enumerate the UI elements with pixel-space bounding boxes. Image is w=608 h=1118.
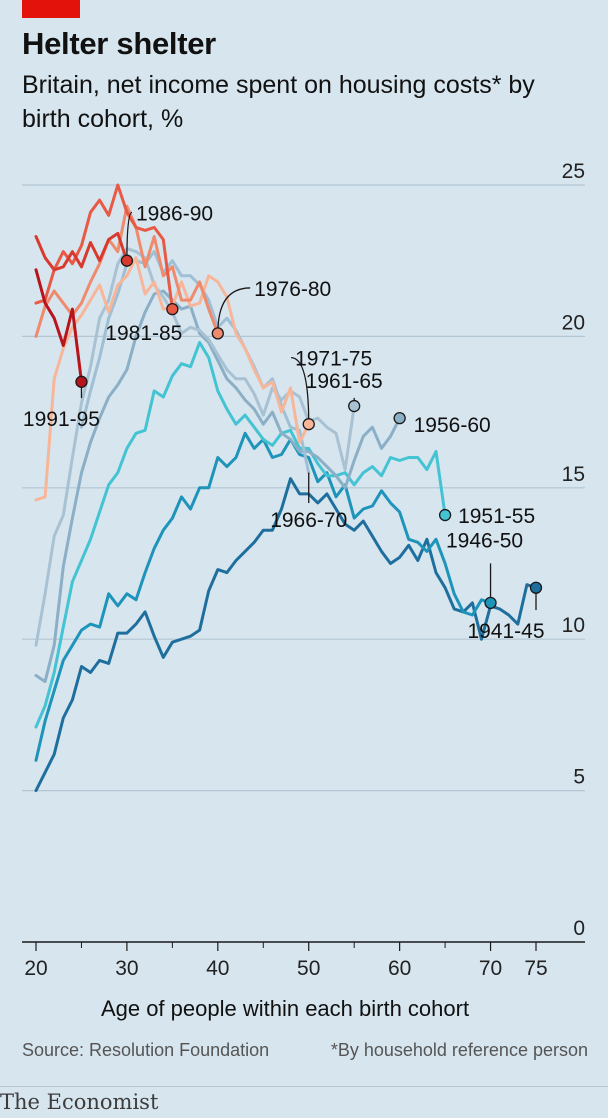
series-label-1956-60: 1956-60	[414, 414, 491, 437]
series-label-1986-90: 1986-90	[136, 202, 213, 225]
brand-logo: The Economist	[0, 1090, 159, 1114]
series-line-1951-55	[34, 341, 447, 729]
series-line-1966-70	[80, 250, 311, 475]
x-tick-label: 30	[115, 957, 138, 980]
y-tick-label: 15	[562, 463, 585, 486]
end-marker-1986-90	[120, 254, 134, 267]
leader-line-1971-75	[290, 356, 310, 425]
series-label-1951-55: 1951-55	[458, 505, 535, 528]
end-marker-1956-60	[393, 412, 406, 425]
chart-subtitle: Britain, net income spent on housing cos…	[22, 71, 535, 133]
series-label-1976-80: 1976-80	[254, 278, 331, 301]
series-line-1991-95	[34, 268, 83, 384]
series-line-1986-90	[34, 231, 129, 272]
series-line-1956-60	[34, 289, 402, 684]
end-marker-1971-75	[302, 418, 315, 431]
y-tick-label: 25	[562, 160, 585, 183]
series-line-1946-50	[34, 431, 492, 762]
leader-line-1986-90	[126, 211, 133, 261]
end-marker-1991-95	[75, 375, 88, 388]
series-line-1941-45	[34, 477, 538, 793]
source-note: Source: Resolution Foundation	[22, 1040, 270, 1060]
series-label-1961-65: 1961-65	[306, 370, 383, 393]
end-marker-1981-85	[166, 302, 179, 316]
x-tick-label: 70	[479, 957, 502, 980]
y-tick-label: 0	[573, 917, 585, 940]
x-tick-label: 75	[524, 957, 547, 980]
series-label-1946-50: 1946-50	[446, 529, 523, 552]
series-line-1981-85	[34, 183, 174, 311]
y-tick-label: 20	[562, 311, 585, 334]
y-tick-label: 5	[573, 766, 585, 789]
x-tick-label: 20	[24, 957, 47, 980]
series-label-1966-70: 1966-70	[270, 509, 347, 532]
x-tick-label: 60	[388, 957, 411, 980]
series-line-1961-65	[34, 247, 356, 647]
x-axis-label: Age of people within each birth cohort	[100, 996, 470, 1021]
end-marker-1961-65	[348, 399, 361, 413]
end-marker-1946-50	[484, 596, 497, 610]
series-label-1991-95: 1991-95	[23, 408, 100, 431]
series-label-1971-75: 1971-75	[295, 348, 372, 371]
end-marker-1951-55	[438, 508, 452, 522]
x-tick-label: 40	[206, 957, 229, 980]
x-tick-label: 50	[297, 957, 320, 980]
series-label-1981-85: 1981-85	[105, 322, 182, 345]
brand-red-tag	[22, 0, 80, 18]
series-line-1976-80	[34, 204, 220, 338]
footer: Source: Resolution Foundation *By househ…	[22, 1040, 588, 1061]
y-tick-label: 10	[562, 614, 585, 637]
series-label-1941-45: 1941-45	[467, 620, 544, 643]
footnote: *By household reference person	[330, 1040, 588, 1060]
end-marker-1976-80	[211, 327, 224, 340]
chart-title: Helter shelter	[22, 26, 216, 61]
end-marker-1941-45	[529, 581, 543, 594]
leader-line-1976-80	[217, 287, 251, 334]
brand-divider	[0, 1086, 608, 1087]
